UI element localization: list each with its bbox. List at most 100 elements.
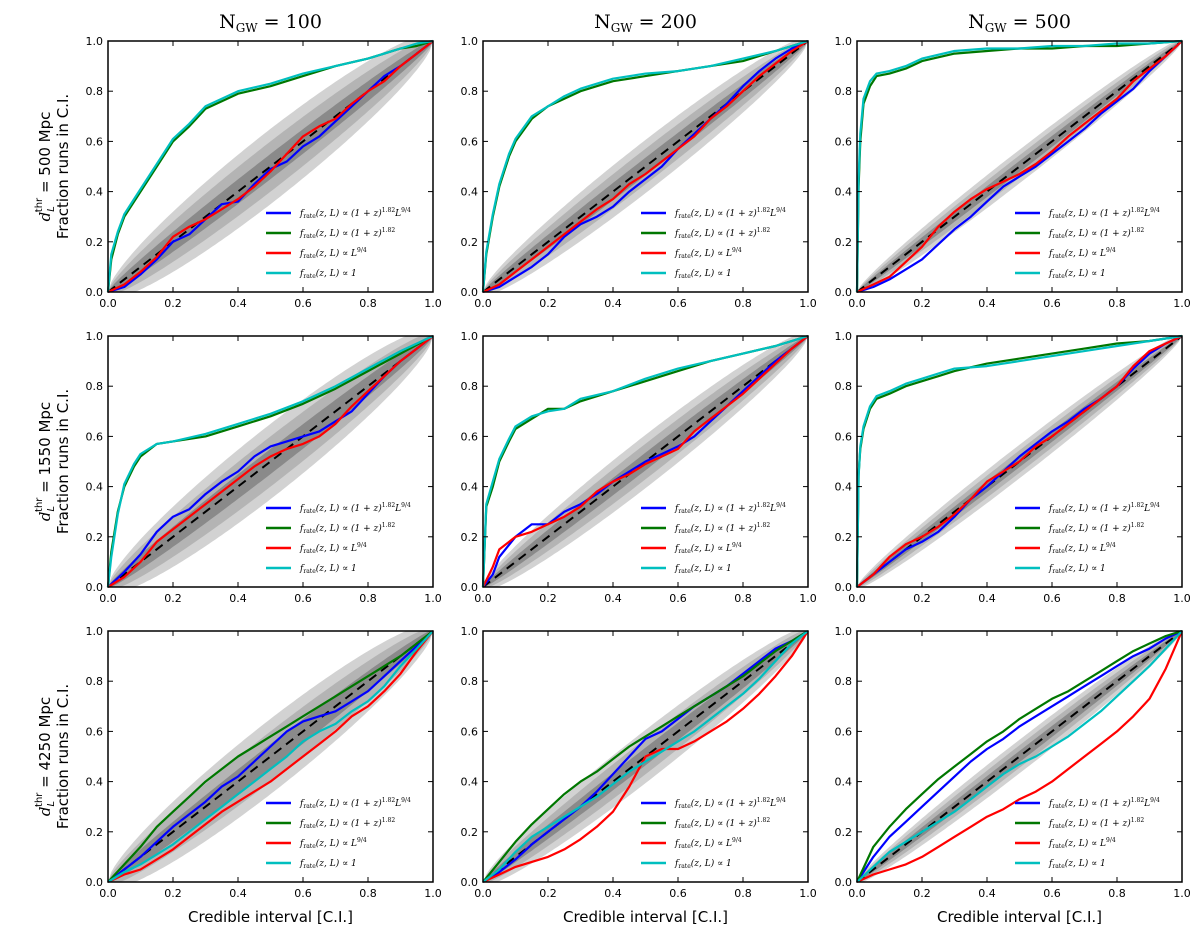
legend-sup1: 1.82: [757, 817, 771, 824]
x-tick-label: 0.6: [669, 887, 687, 900]
row-symbol-sup: thr: [34, 197, 45, 212]
legend-expr: (z, L) ∝ L: [1065, 838, 1106, 849]
legend-sup1: 1.82: [1131, 227, 1145, 234]
legend-expr: (z, L) ∝ 1: [691, 563, 732, 574]
legend-f: f: [674, 839, 680, 849]
legend-label: frate(z, L) ∝ (1 + z)1.82L9/4: [299, 207, 411, 220]
legend-f: f: [299, 819, 305, 829]
series-line-red: [107, 40, 434, 293]
legend-f: f: [1048, 544, 1054, 554]
y-tick-label: 0.0: [86, 876, 104, 889]
panel-r0-c0: 0.0 0.2 0.4 0.6 0.8 1.00.00.20.40.60.81.0frat…: [86, 35, 442, 310]
legend-f: f: [299, 269, 305, 279]
diagonal-reference: [856, 630, 1183, 883]
y-tick-label: 0.4: [461, 186, 479, 199]
legend-f: f: [299, 209, 305, 219]
x-tick-label: 1.0: [1173, 887, 1191, 900]
y-tick-label: 0.8: [835, 675, 853, 688]
legend-f: f: [674, 819, 680, 829]
y-tick-label: 1.0: [461, 330, 479, 343]
legend-sub: rate: [1052, 253, 1065, 260]
x-tick-label: 0.4: [604, 297, 622, 310]
legend-f: f: [674, 249, 680, 259]
legend-label: frate(z, L) ∝ L9/4: [674, 247, 742, 260]
legend-sup1: 1.82: [1131, 797, 1145, 804]
legend-label: frate(z, L) ∝ (1 + z)1.82: [1048, 817, 1144, 830]
legend-label: frate(z, L) ∝ 1: [299, 563, 357, 575]
legend-expr: (z, L) ∝ (1 + z): [1065, 798, 1132, 809]
x-tick-label: 0.4: [229, 887, 247, 900]
legend-sub: rate: [1052, 863, 1065, 870]
x-tick-label: 0.4: [978, 887, 996, 900]
legend-f: f: [1048, 819, 1054, 829]
x-axis-label: Credible interval [C.I.]: [937, 908, 1102, 926]
row-symbol-base: d: [36, 512, 54, 522]
row-label-ylabel: Fraction runs in C.I.: [54, 94, 72, 239]
legend-sub: rate: [303, 568, 316, 575]
legend-sup2: 9/4: [776, 502, 786, 509]
y-tick-label: 0.8: [86, 675, 104, 688]
legend-sub: rate: [1052, 528, 1065, 535]
legend-sub: rate: [303, 233, 316, 240]
legend-label: frate(z, L) ∝ L9/4: [1048, 247, 1116, 260]
panel-r2-c2: 0.0 0.2 0.4 0.6 0.8 1.00.00.20.40.60.81.0frat…: [835, 625, 1191, 926]
y-tick-label: 0.2: [461, 531, 479, 544]
legend-expr: (z, L) ∝ (1 + z): [691, 798, 758, 809]
legend-f: f: [1048, 859, 1054, 869]
legend-f: f: [299, 839, 305, 849]
y-tick-label: 1.0: [461, 35, 479, 48]
y-tick-label: 0.6: [835, 135, 853, 148]
legend-sub: rate: [678, 548, 691, 555]
x-tick-label: 1.0: [424, 887, 442, 900]
legend-expr2: L: [1143, 504, 1150, 514]
y-tick-label: 0.4: [835, 481, 853, 494]
legend-expr2: L: [769, 209, 776, 219]
legend-f: f: [674, 504, 680, 514]
x-tick-label: 0.8: [359, 887, 377, 900]
y-tick-label: 0.2: [86, 236, 104, 249]
legend-expr: (z, L) ∝ L: [691, 248, 732, 259]
x-tick-label: 0.0: [99, 592, 117, 605]
y-tick-label: 0.6: [461, 725, 479, 738]
x-tick-label: 0.8: [734, 592, 752, 605]
legend-sub: rate: [1052, 823, 1065, 830]
legend-label: frate(z, L) ∝ L9/4: [674, 542, 742, 555]
legend-sup1: 9/4: [732, 542, 742, 549]
column-title-sub: GW: [236, 21, 259, 35]
legend-sub: rate: [1052, 273, 1065, 280]
legend-expr2: L: [394, 504, 401, 514]
legend-sup2: 9/4: [401, 797, 411, 804]
panel-r1-c0: 0.0 0.2 0.4 0.6 0.8 1.00.00.20.40.60.81.0frat…: [86, 330, 442, 605]
x-tick-label: 0.6: [1043, 297, 1061, 310]
x-tick-label: 1.0: [1173, 297, 1191, 310]
series-line-green: [856, 629, 1183, 883]
legend-sub: rate: [303, 213, 316, 220]
x-tick-label: 0.2: [539, 887, 557, 900]
legend-sub: rate: [303, 548, 316, 555]
x-tick-label: 0.4: [229, 297, 247, 310]
y-tick-label: 0.0: [461, 286, 479, 299]
legend-sup1: 1.82: [757, 207, 771, 214]
legend-sup1: 1.82: [1131, 207, 1145, 214]
legend-sup1: 1.82: [1131, 817, 1145, 824]
legend-f: f: [1048, 249, 1054, 259]
x-tick-label: 0.0: [848, 592, 866, 605]
legend-expr: (z, L) ∝ (1 + z): [316, 228, 383, 239]
y-tick-label: 0.0: [835, 286, 853, 299]
x-tick-label: 0.6: [294, 297, 312, 310]
series-line-blue: [107, 40, 434, 294]
series-line-cyan: [481, 334, 809, 588]
legend-sub: rate: [678, 528, 691, 535]
y-tick-label: 0.8: [461, 85, 479, 98]
legend-expr: (z, L) ∝ (1 + z): [691, 818, 758, 829]
legend-f: f: [299, 249, 305, 259]
column-title-main: N: [594, 11, 611, 33]
series-line-red: [856, 40, 1183, 293]
legend-expr: (z, L) ∝ (1 + z): [691, 503, 758, 514]
x-tick-label: 0.6: [294, 887, 312, 900]
x-tick-label: 1.0: [424, 592, 442, 605]
y-tick-label: 0.4: [86, 776, 104, 789]
panel-frame: [482, 40, 809, 293]
column-title: NGW = 100: [219, 11, 322, 35]
legend-label: frate(z, L) ∝ L9/4: [1048, 542, 1116, 555]
